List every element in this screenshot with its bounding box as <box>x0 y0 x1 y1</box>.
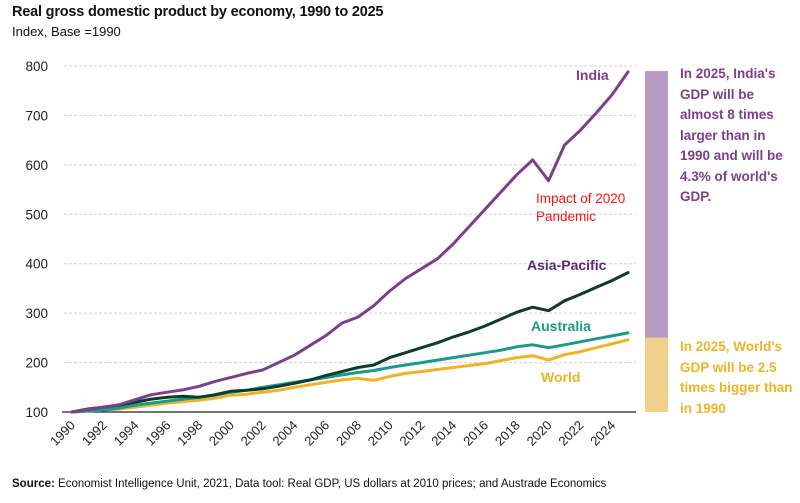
y-tick-label: 800 <box>25 59 48 74</box>
chart-title: Real gross domestic product by economy, … <box>12 4 384 20</box>
series-lines <box>70 70 630 414</box>
source-text: Economist Intelligence Unit, 2021, Data … <box>58 478 607 490</box>
x-tick-label: 1992 <box>79 418 110 449</box>
x-tick-label: 1996 <box>142 418 173 449</box>
gridlines <box>64 65 636 364</box>
label-world: World <box>541 369 580 385</box>
y-tick-label: 400 <box>25 257 48 272</box>
annotation-pandemic-line2: Pandemic <box>536 209 596 224</box>
x-tick-label: 2016 <box>460 418 491 449</box>
x-tick-label: 2006 <box>301 418 332 449</box>
series-labels: India Asia-Pacific Australia World Impac… <box>527 67 625 385</box>
x-tick-label: 2004 <box>269 418 300 449</box>
chart-subtitle: Index, Base =1990 <box>12 24 121 39</box>
x-tick-label: 2010 <box>365 418 396 449</box>
x-tick-label: 2022 <box>555 418 586 449</box>
x-tick-label: 2018 <box>492 418 523 449</box>
india-note: In 2025, India's GDP will be almost 8 ti… <box>680 66 783 204</box>
world-range-bar <box>645 337 668 412</box>
x-tick-label: 2000 <box>206 418 237 449</box>
y-tick-label: 100 <box>25 405 48 420</box>
x-tick-label: 1990 <box>47 418 78 449</box>
y-tick-label: 500 <box>25 207 48 222</box>
source-label: Source: <box>12 478 55 490</box>
x-tick-label: 1998 <box>174 418 205 449</box>
series-line-australia <box>70 331 630 414</box>
x-tick-label: 2012 <box>397 418 428 449</box>
series-line-world <box>70 338 630 414</box>
x-tick-label: 2024 <box>587 418 618 449</box>
label-asia-pacific: Asia-Pacific <box>527 257 607 273</box>
x-tick-label: 2002 <box>238 418 269 449</box>
y-tick-label: 600 <box>25 158 48 173</box>
india-range-bar <box>645 70 668 338</box>
y-tick-label: 700 <box>25 108 48 123</box>
y-tick-label: 300 <box>25 306 48 321</box>
series-line-asia-pacific <box>70 271 630 414</box>
y-axis-ticks: 100 200 300 400 500 600 700 800 <box>25 59 48 420</box>
x-tick-label: 2008 <box>333 418 364 449</box>
x-axis: 1990 1992 1994 1996 1998 2000 2002 2004 2006 2008… <box>47 411 636 449</box>
annotation-pandemic-line1: Impact of 2020 <box>536 191 625 206</box>
x-tick-label: 1994 <box>111 418 142 449</box>
world-note: In 2025, World's GDP will be 2.5 times b… <box>680 339 793 416</box>
label-australia: Australia <box>531 318 591 334</box>
side-bars <box>645 70 668 412</box>
x-tick-label: 2020 <box>524 418 555 449</box>
y-tick-label: 200 <box>25 356 48 371</box>
label-india: India <box>576 67 609 83</box>
x-tick-label: 2014 <box>428 418 459 449</box>
series-line-india <box>70 70 630 414</box>
source-note: Source: Economist Intelligence Unit, 202… <box>12 478 606 490</box>
